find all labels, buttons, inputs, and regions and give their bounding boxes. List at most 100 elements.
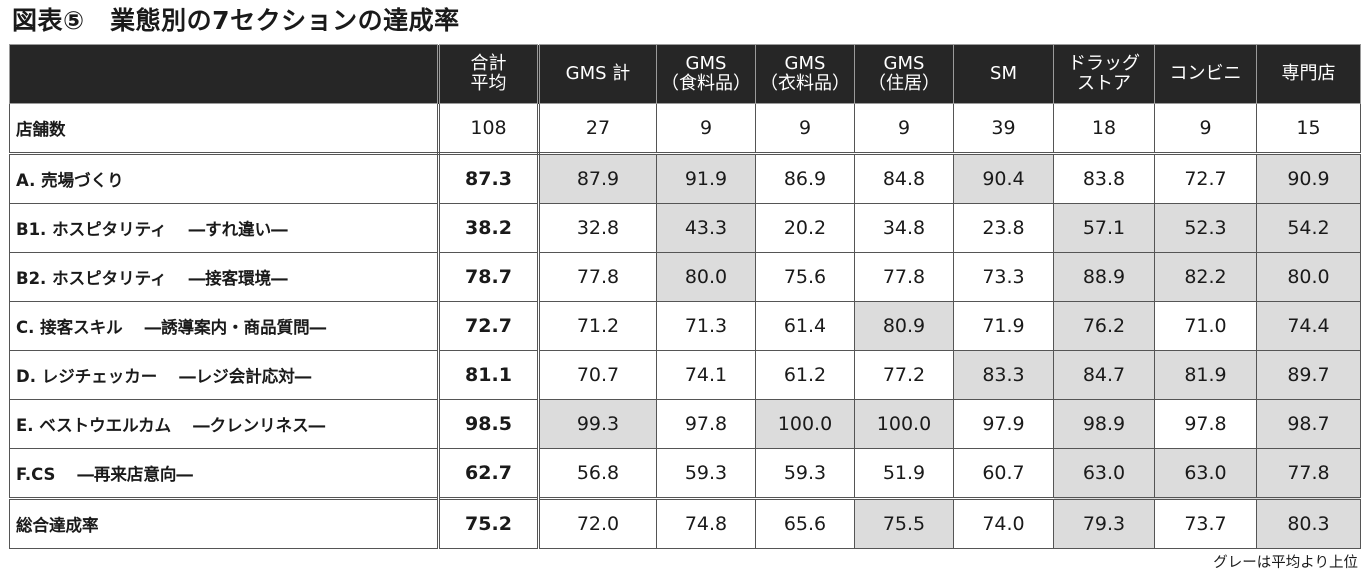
value-cell: 90.4 — [953, 153, 1054, 204]
value-cell: 83.3 — [953, 350, 1054, 400]
row-label-cell: 総合達成率 — [9, 497, 440, 549]
value-cell: 84.7 — [1053, 350, 1155, 400]
column-header: GMS （住居） — [854, 44, 954, 104]
row-label-cell: F.CS ―再来店意向― — [9, 448, 440, 499]
value-cell: 97.9 — [953, 399, 1054, 449]
average-cell: 72.7 — [438, 301, 540, 351]
average-cell: 38.2 — [438, 203, 540, 253]
value-cell: 80.3 — [1256, 497, 1361, 549]
column-header-line2: 平均 — [470, 73, 507, 94]
row-label: E. ベストウエルカム — [16, 416, 172, 435]
header-corner-cell — [9, 44, 440, 104]
column-header-line2: （食料品） — [661, 73, 751, 94]
value-cell: 74.1 — [656, 350, 756, 400]
column-header: ドラッグ ストア — [1053, 44, 1155, 104]
value-cell: 15 — [1256, 103, 1361, 155]
value-cell: 23.8 — [953, 203, 1054, 253]
column-header: GMS 計 — [538, 44, 657, 104]
average-cell: 98.5 — [438, 399, 540, 449]
average-cell: 75.2 — [438, 497, 540, 549]
row-sublabel: ―誘導案内・商品質問― — [144, 318, 327, 337]
column-header-line1: 合計 — [470, 53, 507, 74]
value-cell: 9 — [854, 103, 954, 155]
value-cell: 80.0 — [656, 252, 756, 302]
row-label-cell: D. レジチェッカー ―レジ会計応対― — [9, 350, 440, 400]
value-cell: 61.4 — [755, 301, 855, 351]
table-row: C. 接客スキル ―誘導案内・商品質問― 72.7 71.2 71.3 61.4 80.9 7… — [9, 301, 1361, 351]
value-cell: 9 — [755, 103, 855, 155]
value-cell: 20.2 — [755, 203, 855, 253]
value-cell: 86.9 — [755, 153, 855, 204]
header-row: 合計 平均 GMS 計 GMS （食料品） GMS （衣料品） GMS （住居） SM ドラッグ スト… — [9, 44, 1361, 104]
value-cell: 71.0 — [1154, 301, 1257, 351]
table-row: B2. ホスピタリティ ―接客環境― 78.7 77.8 80.0 75.6 77.8 73.… — [9, 252, 1361, 302]
row-label: D. レジチェッカー — [16, 367, 158, 386]
value-cell: 9 — [1154, 103, 1257, 155]
value-cell: 99.3 — [538, 399, 657, 449]
row-label: 店舗数 — [16, 120, 66, 139]
column-header: GMS （衣料品） — [755, 44, 855, 104]
value-cell: 97.8 — [1154, 399, 1257, 449]
value-cell: 61.2 — [755, 350, 855, 400]
value-cell: 88.9 — [1053, 252, 1155, 302]
row-label: A. 売場づくり — [16, 171, 124, 190]
section-achievement-table: 合計 平均 GMS 計 GMS （食料品） GMS （衣料品） GMS （住居） SM ドラッグ スト… — [9, 44, 1361, 549]
value-cell: 51.9 — [854, 448, 954, 499]
value-cell: 60.7 — [953, 448, 1054, 499]
value-cell: 9 — [656, 103, 756, 155]
value-cell: 59.3 — [656, 448, 756, 499]
value-cell: 75.6 — [755, 252, 855, 302]
value-cell: 98.7 — [1256, 399, 1361, 449]
value-cell: 59.3 — [755, 448, 855, 499]
value-cell: 90.9 — [1256, 153, 1361, 204]
value-cell: 77.8 — [538, 252, 657, 302]
value-cell: 71.3 — [656, 301, 756, 351]
average-cell: 81.1 — [438, 350, 540, 400]
row-label-cell: E. ベストウエルカム ―クレンリネス― — [9, 399, 440, 449]
value-cell: 77.8 — [854, 252, 954, 302]
value-cell: 89.7 — [1256, 350, 1361, 400]
value-cell: 74.0 — [953, 497, 1054, 549]
value-cell: 97.8 — [656, 399, 756, 449]
value-cell: 43.3 — [656, 203, 756, 253]
value-cell: 70.7 — [538, 350, 657, 400]
value-cell: 57.1 — [1053, 203, 1155, 253]
value-cell: 77.2 — [854, 350, 954, 400]
value-cell: 91.9 — [656, 153, 756, 204]
value-cell: 75.5 — [854, 497, 954, 549]
average-cell: 62.7 — [438, 448, 540, 499]
value-cell: 80.9 — [854, 301, 954, 351]
column-header: コンビニ — [1154, 44, 1257, 104]
table-row: 店舗数 108 27 9 9 9 39 18 9 15 — [9, 103, 1361, 155]
value-cell: 52.3 — [1154, 203, 1257, 253]
figure-title: 図表⑤ 業態別の7セクションの達成率 — [12, 6, 460, 35]
value-cell: 72.0 — [538, 497, 657, 549]
column-header-line2: （住居） — [868, 73, 940, 94]
legend-note: グレーは平均より上位 — [1213, 555, 1358, 571]
column-header-line1: GMS — [883, 53, 925, 74]
value-cell: 77.8 — [1256, 448, 1361, 499]
value-cell: 79.3 — [1053, 497, 1155, 549]
value-cell: 74.4 — [1256, 301, 1361, 351]
value-cell: 100.0 — [755, 399, 855, 449]
row-label-cell: A. 売場づくり — [9, 153, 440, 204]
value-cell: 32.8 — [538, 203, 657, 253]
column-header: SM — [953, 44, 1054, 104]
row-sublabel: ―クレンリネス― — [193, 416, 326, 435]
row-sublabel: ―再来店意向― — [77, 465, 193, 484]
column-header: 合計 平均 — [438, 44, 540, 104]
table-body: 店舗数 108 27 9 9 9 39 18 9 15 A. 売場づくり 87.3 87.9 91.9 86… — [9, 103, 1361, 549]
value-cell: 98.9 — [1053, 399, 1155, 449]
value-cell: 100.0 — [854, 399, 954, 449]
average-cell: 108 — [438, 103, 540, 155]
table-row: A. 売場づくり 87.3 87.9 91.9 86.9 84.8 90.4 83.8 72.7… — [9, 153, 1361, 204]
column-header-line1: SM — [990, 63, 1017, 84]
value-cell: 34.8 — [854, 203, 954, 253]
value-cell: 27 — [538, 103, 657, 155]
column-header-line1: コンビニ — [1169, 63, 1242, 84]
value-cell: 18 — [1053, 103, 1155, 155]
average-cell: 78.7 — [438, 252, 540, 302]
row-label: 総合達成率 — [16, 516, 99, 535]
row-label: F.CS — [16, 465, 56, 484]
value-cell: 71.9 — [953, 301, 1054, 351]
